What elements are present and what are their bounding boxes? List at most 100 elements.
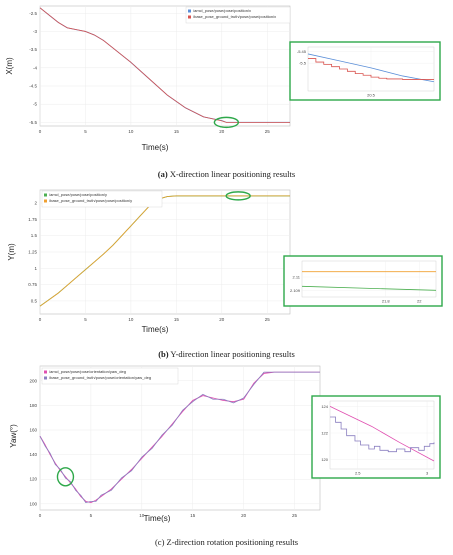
legend-swatch (44, 376, 47, 380)
x-tick-label: 15 (174, 317, 180, 322)
inset-plot-area (301, 260, 437, 298)
x-tick-label: 10 (128, 317, 134, 322)
x-tick-label: 5 (84, 129, 87, 134)
legend-swatch (44, 370, 47, 374)
y-tick-label: -5.5 (29, 120, 37, 125)
inset-series-line (329, 405, 435, 462)
inset-x-tick-label: 3 (426, 471, 429, 476)
inset-y-tick-label: -5.5 (299, 61, 307, 66)
y-axis-label: Y(m) (7, 243, 16, 261)
caption-c-letter: (c) (154, 537, 165, 547)
inset-x-tick-label: 2.5 (355, 471, 361, 476)
x-axis-label: Time(s) (144, 514, 171, 523)
y-tick-label: -2.5 (29, 11, 37, 16)
zoom-highlight-ellipse (56, 467, 75, 487)
plot-area (39, 5, 291, 127)
legend-box (41, 367, 179, 385)
series-line (39, 371, 320, 504)
legend-label: /base_pose_ground_truth/pose/pose/positi… (193, 14, 276, 19)
chart-panel-2: 0 5 10 15 20 25 200 180 160 140 120 100 Time(s) Yaw(°… (9, 365, 441, 523)
zoom-highlight-ellipse (225, 191, 251, 201)
inset-y-tick-label: -5.45 (297, 49, 307, 54)
inset-x-tick-label: 22 (417, 299, 422, 304)
y-tick-label: 200 (29, 378, 37, 383)
y-tick-label: -3 (33, 29, 37, 34)
y-tick-label: 1.75 (28, 217, 37, 222)
x-tick-label: 25 (265, 129, 271, 134)
x-tick-label: 5 (90, 513, 93, 518)
inset-plot-area (329, 400, 435, 470)
y-tick-label: 2 (34, 201, 37, 206)
legend-swatch (188, 9, 191, 13)
inset-series-line (308, 58, 434, 80)
x-tick-label: 10 (128, 129, 134, 134)
x-tick-label: 20 (219, 129, 225, 134)
y-tick-label: 120 (29, 477, 37, 482)
x-tick-label: 25 (292, 513, 298, 518)
y-tick-label: 140 (29, 452, 37, 457)
caption-c: (c) Z-direction rotation positioning res… (0, 537, 453, 547)
x-tick-label: 5 (84, 317, 87, 322)
y-tick-label: -4 (33, 65, 37, 70)
caption-a-text: X-direction linear positioning results (167, 169, 296, 179)
legend-box (185, 6, 291, 24)
x-tick-label: 25 (265, 317, 271, 322)
x-tick-label: 15 (174, 129, 180, 134)
x-tick-label: 10 (139, 513, 145, 518)
y-tick-label: 180 (29, 403, 37, 408)
x-tick-label: 20 (241, 513, 247, 518)
legend-label: /base_pose_ground_truth/pose/pose/orient… (49, 375, 151, 380)
caption-a-letter: (a) (157, 169, 168, 179)
y-tick-label: 160 (29, 428, 37, 433)
legend-label: /amcl_pose/pose/pose/position/x (193, 8, 251, 13)
legend-swatch (44, 199, 47, 203)
y-axis-label: X(m) (5, 57, 14, 75)
plot-area (39, 365, 321, 511)
inset-y-tick-label: 124 (321, 404, 328, 409)
inset-y-tick-label: 120 (321, 457, 328, 462)
caption-c-text: Z-direction rotation positioning results (164, 537, 299, 547)
y-tick-label: 0.75 (28, 282, 37, 287)
chart-panel-0: 0 5 10 15 20 25 -2.5 -3 -3.5 -4 -4.5 -5 -5.5 Time(s) X… (5, 5, 441, 152)
inset-series-line (301, 285, 437, 291)
zoom-highlight-ellipse (213, 116, 240, 129)
caption-b-letter: (b) (158, 349, 169, 359)
x-axis-label: Time(s) (142, 143, 169, 152)
inset-y-tick-label: 122 (321, 431, 328, 436)
x-tick-label: 15 (190, 513, 196, 518)
legend-swatch (44, 193, 47, 197)
y-tick-label: 1.5 (31, 233, 38, 238)
inset-y-tick-label: 2.109 (290, 288, 301, 293)
x-tick-label: 20 (219, 317, 225, 322)
x-tick-label: 0 (39, 129, 42, 134)
inset-x-tick-label: 21.8 (382, 299, 391, 304)
legend-label: /amcl_pose/pose/pose/orientation/yaw_deg (49, 369, 126, 374)
series-line (39, 371, 320, 504)
legend-label: /amcl_pose/pose/pose/position/y (49, 192, 107, 197)
series-line (39, 195, 290, 307)
legend-label: /base_pose_ground_truth/pose/pose/positi… (49, 198, 132, 203)
inset-y-tick-label: 2.11 (293, 275, 301, 280)
inset-x-tick-label: 20.5 (367, 93, 376, 98)
y-axis-label: Yaw(°) (9, 424, 18, 448)
caption-b-text: Y-direction linear positioning results (168, 349, 295, 359)
y-tick-label: -5 (33, 102, 37, 107)
caption-b: (b) Y-direction linear positioning resul… (0, 349, 453, 359)
inset-series-line (307, 53, 435, 83)
inset-series-line (330, 416, 435, 453)
x-axis-label: Time(s) (142, 325, 169, 334)
y-tick-label: 0.5 (31, 298, 38, 303)
y-tick-label: 1 (34, 266, 37, 271)
y-tick-label: -4.5 (29, 84, 37, 89)
chart-panel-1: 0 5 10 15 20 25 2 1.75 1.5 1.25 1 0.75 0.5 Time(s) Y(m… (7, 189, 443, 334)
series-line (39, 7, 290, 123)
x-tick-label: 0 (39, 513, 42, 518)
legend-swatch (188, 15, 191, 19)
x-tick-label: 0 (39, 317, 42, 322)
y-tick-label: -3.5 (29, 47, 37, 52)
y-tick-label: 1.25 (28, 250, 37, 255)
legend-box (41, 190, 163, 208)
caption-a: (a) X-direction linear positioning resul… (0, 169, 453, 179)
y-tick-label: 100 (29, 501, 37, 506)
